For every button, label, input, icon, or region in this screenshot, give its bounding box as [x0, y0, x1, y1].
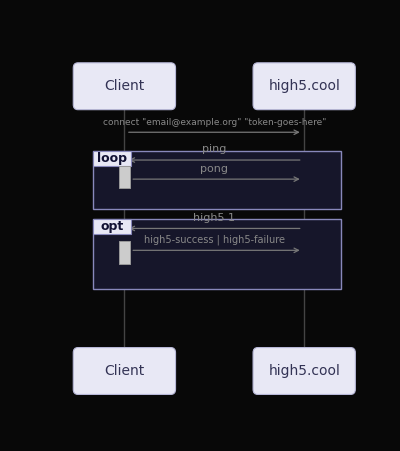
Text: high5 1: high5 1	[193, 213, 235, 223]
FancyBboxPatch shape	[73, 63, 176, 110]
Text: high5-success | high5-failure: high5-success | high5-failure	[144, 234, 285, 245]
Text: ping: ping	[202, 144, 226, 155]
FancyBboxPatch shape	[253, 63, 355, 110]
Text: Client: Client	[104, 364, 144, 378]
Text: opt: opt	[100, 220, 124, 233]
FancyBboxPatch shape	[73, 348, 176, 395]
FancyBboxPatch shape	[118, 240, 130, 264]
Text: Client: Client	[104, 79, 144, 93]
FancyBboxPatch shape	[118, 166, 130, 188]
FancyBboxPatch shape	[94, 152, 341, 209]
Text: high5.cool: high5.cool	[268, 364, 340, 378]
Text: loop: loop	[97, 152, 127, 165]
Text: high5.cool: high5.cool	[268, 79, 340, 93]
FancyBboxPatch shape	[94, 219, 131, 234]
FancyBboxPatch shape	[94, 152, 131, 166]
Text: pong: pong	[200, 164, 228, 174]
Text: connect "email@example.org" "token-goes-here": connect "email@example.org" "token-goes-…	[103, 118, 326, 127]
FancyBboxPatch shape	[94, 219, 341, 289]
FancyBboxPatch shape	[253, 348, 355, 395]
